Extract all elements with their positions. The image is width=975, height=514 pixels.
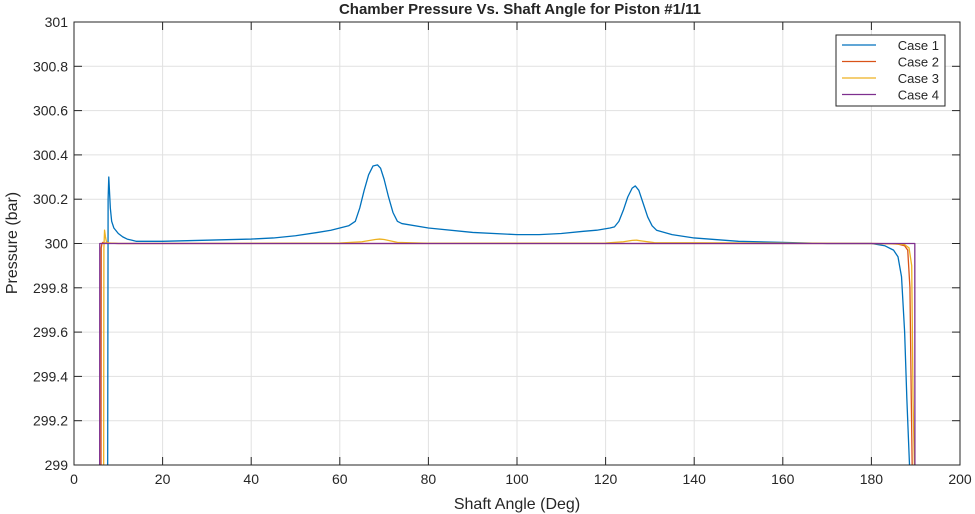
x-tick-label: 40 [243, 471, 259, 487]
axis-layer: 0 20 40 60 80 100 120 140 160 180 200 299 299.2 299.4… [33, 14, 972, 487]
x-tick-label: 160 [771, 471, 795, 487]
y-tick-label: 299.2 [33, 413, 68, 429]
y-tick-label: 300.6 [33, 103, 68, 119]
y-tick-label: 300.4 [33, 147, 68, 163]
x-tick-label: 100 [505, 471, 529, 487]
series-line-case-4 [99, 242, 916, 466]
y-tick-label: 300 [45, 236, 69, 252]
legend-label: Case 2 [898, 55, 939, 70]
legend-label: Case 3 [898, 71, 939, 86]
y-axis-label: Pressure (bar) [4, 192, 21, 294]
y-tick-label: 301 [45, 14, 69, 30]
x-tick-label: 80 [421, 471, 437, 487]
series-line-case-2 [100, 241, 913, 466]
x-tick-label: 140 [683, 471, 707, 487]
x-tick-label: 60 [332, 471, 348, 487]
x-tick-label: 200 [948, 471, 972, 487]
chart-title: Chamber Pressure Vs. Shaft Angle for Pis… [339, 1, 701, 18]
y-tick-label: 300.2 [33, 191, 68, 207]
x-tick-label: 20 [155, 471, 171, 487]
x-tick-label: 180 [860, 471, 884, 487]
series-line-case-3 [103, 229, 916, 466]
series-layer [99, 164, 916, 466]
y-tick-label: 299.4 [33, 368, 68, 384]
legend-label: Case 4 [898, 88, 939, 103]
y-tick-label: 299.8 [33, 280, 68, 296]
series-line-case-1 [107, 164, 911, 466]
legend-label: Case 1 [898, 38, 939, 53]
x-tick-label: 0 [70, 471, 78, 487]
x-tick-label: 120 [594, 471, 618, 487]
y-tick-label: 299 [45, 457, 69, 473]
y-tick-label: 300.8 [33, 58, 68, 74]
y-tick-label: 299.6 [33, 324, 68, 340]
x-axis-label: Shaft Angle (Deg) [454, 496, 580, 513]
plot-frame [73, 21, 961, 466]
